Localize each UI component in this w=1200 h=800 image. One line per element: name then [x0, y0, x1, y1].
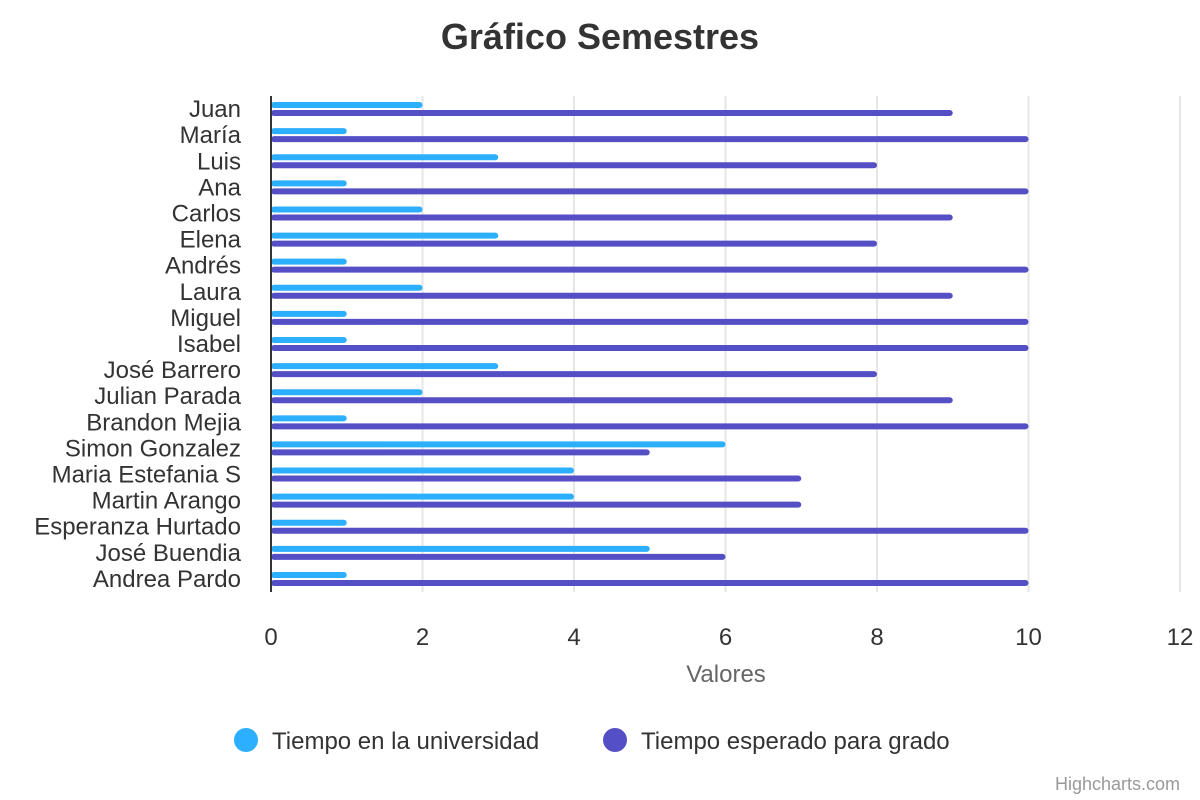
bar-universidad[interactable] [271, 310, 347, 317]
category-label: Andrea Pardo [93, 566, 241, 593]
value-tick-label: 6 [719, 624, 732, 651]
legend-label-universidad: Tiempo en la universidad [272, 728, 539, 755]
bar-grado[interactable] [271, 397, 953, 404]
bar-universidad[interactable] [271, 232, 499, 239]
legend-item-universidad[interactable]: Tiempo en la universidad [234, 728, 539, 755]
bar-grado[interactable] [271, 553, 726, 560]
category-label: Esperanza Hurtado [34, 514, 241, 541]
bar-universidad[interactable] [271, 571, 347, 578]
bar-universidad[interactable] [271, 284, 423, 291]
bar-grado[interactable] [271, 214, 953, 221]
chart-title: Gráfico Semestres [441, 16, 759, 57]
bar-grado[interactable] [271, 162, 877, 169]
legend-marker-universidad [234, 728, 258, 752]
bar-universidad[interactable] [271, 206, 423, 213]
category-label: Andrés [165, 253, 241, 280]
category-label: Carlos [172, 200, 241, 227]
value-tick-label: 8 [870, 624, 883, 651]
gridlines [421, 96, 1181, 592]
bar-grado[interactable] [271, 501, 802, 508]
category-label: Martin Arango [92, 488, 241, 515]
category-label: Luis [197, 148, 241, 175]
category-label: Juan [189, 96, 241, 123]
category-label: Julian Parada [94, 383, 241, 410]
bar-grado[interactable] [271, 345, 1029, 351]
bar-universidad[interactable] [271, 389, 423, 396]
bar-universidad[interactable] [271, 493, 574, 500]
bar-grado[interactable] [271, 266, 1029, 273]
bar-grado[interactable] [271, 449, 650, 456]
bar-grado[interactable] [271, 292, 953, 299]
value-tick-label: 12 [1167, 624, 1194, 651]
legend-item-grado[interactable]: Tiempo esperado para grado [603, 728, 950, 755]
value-tick-label: 4 [567, 624, 580, 651]
bar-universidad[interactable] [271, 519, 347, 526]
category-labels: JuanMaríaLuisAnaCarlosElenaAndrésLauraMi… [34, 96, 241, 593]
category-label: Isabel [177, 331, 241, 358]
bar-universidad[interactable] [271, 467, 574, 474]
category-label: María [180, 122, 242, 149]
legend-label-grado: Tiempo esperado para grado [641, 728, 950, 755]
bar-universidad[interactable] [271, 154, 499, 161]
category-label: Simon Gonzalez [65, 435, 241, 462]
category-label: Brandon Mejia [86, 409, 241, 436]
bar-universidad[interactable] [271, 102, 423, 109]
bars [271, 102, 1029, 586]
bar-grado[interactable] [271, 579, 1029, 586]
credits-link[interactable]: Highcharts.com [1055, 774, 1180, 794]
bar-grado[interactable] [271, 318, 1029, 325]
category-label: Maria Estefania S [52, 462, 241, 489]
bar-grado[interactable] [271, 240, 877, 247]
legend-marker-grado [603, 728, 627, 752]
bar-grado[interactable] [271, 371, 877, 378]
category-label: Laura [180, 279, 242, 306]
bar-grado[interactable] [271, 423, 1029, 430]
value-axis-title: Valores [686, 661, 766, 688]
bar-universidad[interactable] [271, 441, 726, 448]
bar-universidad[interactable] [271, 180, 347, 187]
category-label: Ana [198, 174, 241, 201]
bar-grado[interactable] [271, 475, 802, 482]
value-tick-labels: 0 2 4 6 8 10 12 [264, 624, 1193, 651]
bar-grado[interactable] [271, 188, 1029, 195]
bar-grado[interactable] [271, 136, 1029, 143]
bar-universidad[interactable] [271, 545, 650, 552]
category-label: José Barrero [104, 357, 241, 384]
bar-universidad[interactable] [271, 363, 499, 370]
category-label: José Buendia [96, 540, 242, 567]
bar-universidad[interactable] [271, 128, 347, 135]
category-label: Miguel [170, 305, 241, 332]
bar-universidad[interactable] [271, 258, 347, 265]
value-tick-label: 0 [264, 624, 277, 651]
bar-grado[interactable] [271, 110, 953, 117]
bar-universidad[interactable] [271, 415, 347, 422]
bar-universidad[interactable] [271, 337, 347, 343]
bar-grado[interactable] [271, 527, 1029, 534]
value-tick-label: 2 [416, 624, 429, 651]
category-label: Elena [180, 227, 242, 254]
legend: Tiempo en la universidad Tiempo esperado… [234, 728, 950, 755]
value-tick-label: 10 [1015, 624, 1042, 651]
